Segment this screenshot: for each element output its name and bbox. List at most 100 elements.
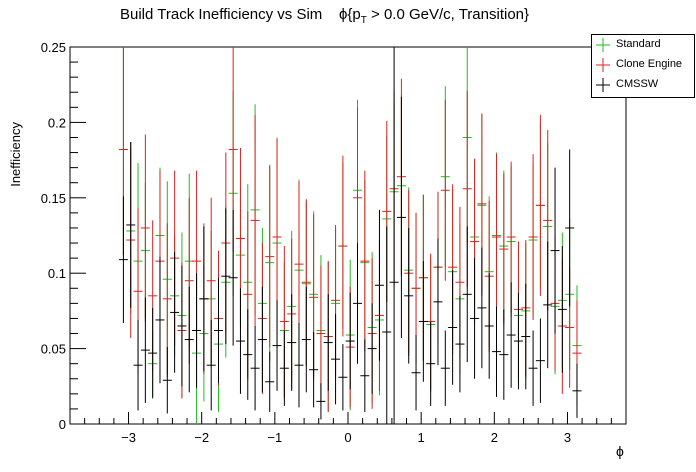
data-point [155, 256, 165, 384]
data-point [550, 167, 560, 334]
x-tick-label: 0 [344, 430, 351, 445]
chart-marks [118, 47, 582, 424]
legend-swatch-clone-engine [596, 58, 610, 72]
data-point [177, 265, 187, 387]
data-point [243, 309, 253, 400]
data-point [506, 282, 516, 388]
data-point [367, 303, 377, 394]
data-point [126, 142, 136, 308]
data-point [316, 383, 326, 420]
data-point [133, 319, 143, 411]
data-point [118, 196, 128, 323]
chart-title-rest: > 0.0 GeV/c, Transition} [366, 6, 530, 23]
data-point [221, 208, 231, 345]
data-point [140, 134, 150, 322]
data-point [484, 273, 494, 379]
data-point [374, 209, 384, 361]
data-point [214, 277, 224, 384]
x-tick-label: −2 [194, 430, 209, 445]
data-point [433, 238, 443, 366]
legend-label-clone-engine: Clone Engine [616, 58, 683, 70]
data-point [528, 154, 538, 320]
x-tick-label: 1 [418, 430, 425, 445]
data-point [287, 294, 297, 391]
data-point [265, 166, 275, 348]
data-point [513, 292, 523, 390]
legend-item-clone-engine: Clone Engine [592, 55, 694, 75]
data-point [140, 297, 150, 403]
x-tick-label: 3 [564, 430, 571, 445]
data-point [521, 283, 531, 390]
legend-item-standard: Standard [592, 35, 694, 55]
data-point [492, 306, 502, 397]
data-point [257, 286, 267, 393]
data-point [228, 209, 238, 346]
data-point [470, 258, 480, 379]
data-point [265, 351, 275, 412]
data-point [148, 307, 158, 399]
chart-title-main: Build Track Inefficiency vs Sim [120, 6, 323, 23]
data-point [331, 313, 341, 405]
data-point [448, 270, 458, 385]
data-point [192, 273, 202, 388]
data-point [294, 181, 304, 348]
x-tick-label: −3 [121, 430, 136, 445]
x-tick-label: 2 [491, 430, 498, 445]
plot-frame [69, 46, 627, 425]
data-point [250, 325, 260, 411]
legend-swatch-standard [596, 38, 610, 52]
y-axis-label: Inefficiency [8, 122, 23, 187]
y-tick-label: 0.15 [41, 191, 66, 206]
legend-label-standard: Standard [616, 38, 661, 50]
data-point [418, 261, 428, 382]
data-point [528, 330, 538, 406]
data-point [462, 226, 472, 363]
y-tick-label: 0.05 [41, 342, 66, 357]
data-point [411, 335, 421, 411]
data-point [309, 332, 319, 408]
chart-title: Build Track Inefficiency vs Sim ϕ{pT > 0… [120, 6, 600, 26]
legend-item-cmssw: CMSSW [592, 75, 694, 95]
data-point [492, 154, 502, 320]
data-point [184, 286, 194, 393]
data-point [396, 96, 406, 339]
x-axis-label: ϕ [616, 443, 624, 459]
data-point [499, 173, 509, 325]
series-cmssw [118, 47, 582, 424]
data-point [565, 149, 575, 307]
data-point [250, 114, 260, 326]
data-point [323, 294, 333, 391]
data-point [206, 319, 216, 411]
data-point [404, 227, 414, 364]
chart-title-phi: ϕ{p [338, 6, 361, 23]
data-point [235, 288, 245, 394]
data-point [338, 344, 348, 411]
y-tick-label: 0.1 [48, 266, 66, 281]
data-point [557, 246, 567, 373]
data-point [440, 99, 450, 281]
data-point [353, 243, 363, 364]
y-tick-label: 0.25 [41, 40, 66, 55]
data-point [170, 252, 180, 373]
legend-label-cmssw: CMSSW [616, 78, 659, 90]
data-point [535, 318, 545, 403]
data-point [426, 321, 436, 406]
data-point [272, 300, 282, 391]
data-point [279, 330, 289, 406]
data-point [499, 309, 509, 400]
data-point [345, 292, 355, 390]
legend-swatch-cmssw [596, 78, 610, 92]
data-point [440, 330, 450, 406]
y-tick-label: 0 [59, 417, 66, 432]
data-point [294, 322, 304, 408]
data-point [477, 247, 487, 369]
data-point [301, 286, 311, 393]
data-point [162, 347, 172, 414]
chart-axes: −3 −2 −1 0 1 2 3 0 0.05 0.1 0.15 0.2 0.25 [41, 40, 612, 445]
data-point [543, 241, 553, 369]
legend: Standard Clone Engine CMSSW [591, 34, 695, 98]
y-tick-label: 0.2 [48, 115, 66, 130]
data-point [199, 226, 209, 372]
data-point [338, 155, 348, 337]
